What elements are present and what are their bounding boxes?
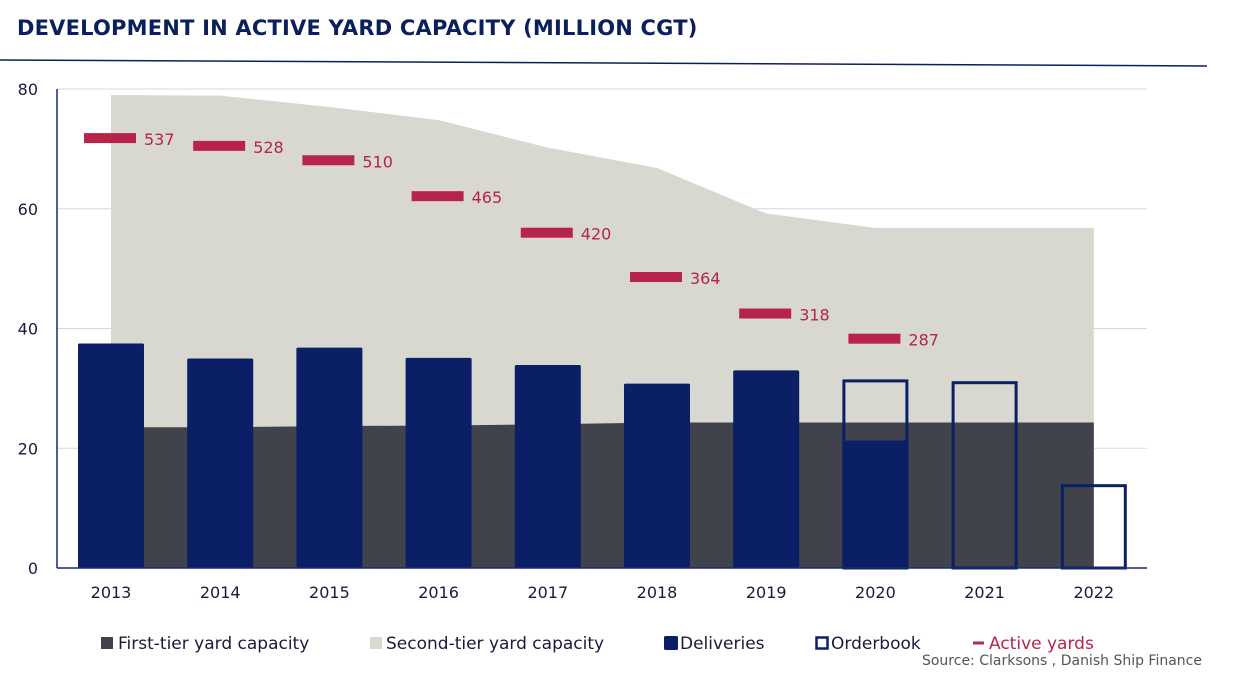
deliveries-bar-2016 — [405, 357, 472, 568]
active-yards-marker-2013 — [84, 133, 136, 144]
active-yards-marker-2016 — [411, 191, 464, 202]
source-note: Source: Clarksons , Danish Ship Finance — [921, 653, 1202, 669]
deliveries-bar-2013 — [78, 343, 144, 568]
legend-label-orderbook: Orderbook — [831, 634, 921, 654]
legend-label-active-yards: Active yards — [989, 634, 1094, 654]
active-yards-label-2019: 318 — [799, 306, 830, 325]
y-tick-label-20: 20 — [18, 439, 38, 458]
y-tick-label-0: 0 — [28, 559, 38, 578]
active-yards-marker-2014 — [193, 140, 246, 151]
x-tick-label-2020: 2020 — [855, 583, 896, 602]
x-tick-label-2013: 2013 — [91, 583, 132, 602]
active-yards-label-2014: 528 — [253, 138, 284, 157]
x-tick-label-2015: 2015 — [309, 583, 350, 602]
active-yards-marker-2018 — [630, 272, 682, 283]
deliveries-bar-2017 — [514, 365, 581, 568]
deliveries-bar-2019 — [733, 370, 800, 568]
x-tick-label-2018: 2018 — [637, 583, 678, 602]
x-tick-label-2021: 2021 — [964, 583, 1005, 602]
x-tick-label-2022: 2022 — [1073, 583, 1114, 602]
axes: 0 20 40 60 80 2013 2014 2015 2016 2017 2018 2019 202… — [18, 80, 1147, 602]
x-tick-label-2016: 2016 — [418, 583, 459, 602]
active-yards-marker-2017 — [520, 227, 573, 238]
active-yards-label-2016: 465 — [472, 188, 503, 207]
capacity-areas — [111, 94, 1094, 569]
active-yards-label-2013: 537 — [144, 130, 175, 149]
title-underline — [0, 59, 1208, 67]
active-yards-label-2015: 510 — [362, 152, 393, 171]
chart-title: DEVELOPMENT IN ACTIVE YARD CAPACITY (MIL… — [17, 16, 698, 40]
y-tick-label-60: 60 — [18, 200, 38, 219]
active-yards-marker-2015 — [302, 155, 355, 166]
legend-label-deliveries: Deliveries — [680, 634, 765, 654]
y-tick-label-80: 80 — [18, 80, 38, 99]
active-yards-label-2018: 364 — [690, 269, 721, 288]
deliveries-bar-2014 — [187, 358, 254, 568]
legend-label-first-tier: First-tier yard capacity — [118, 634, 309, 654]
legend-swatch-orderbook — [815, 636, 829, 650]
x-tick-label-2017: 2017 — [527, 583, 568, 602]
deliveries-bar-2020 — [842, 440, 909, 568]
first-tier-area — [111, 422, 1094, 568]
active-yards-marker-2019 — [739, 308, 792, 319]
legend-swatch-second-tier — [370, 637, 382, 649]
active-yards-label-2020: 287 — [908, 331, 939, 350]
x-tick-label-2014: 2014 — [200, 583, 241, 602]
legend-label-second-tier: Second-tier yard capacity — [386, 634, 604, 654]
deliveries-bar-2015 — [296, 347, 363, 568]
legend-swatch-first-tier — [101, 637, 113, 649]
y-tick-label-40: 40 — [18, 320, 38, 339]
active-yards-markers: 537 528 510 465 420 364 318 287 — [84, 130, 939, 350]
deliveries-bar-2018 — [624, 383, 690, 568]
active-yards-marker-2020 — [848, 333, 901, 344]
legend-swatch-deliveries — [664, 636, 678, 650]
active-yards-label-2017: 420 — [581, 225, 612, 244]
x-tick-label-2019: 2019 — [746, 583, 787, 602]
legend-swatch-active-yards — [973, 641, 984, 645]
legend: First-tier yard capacity Second-tier yard… — [101, 634, 1094, 654]
